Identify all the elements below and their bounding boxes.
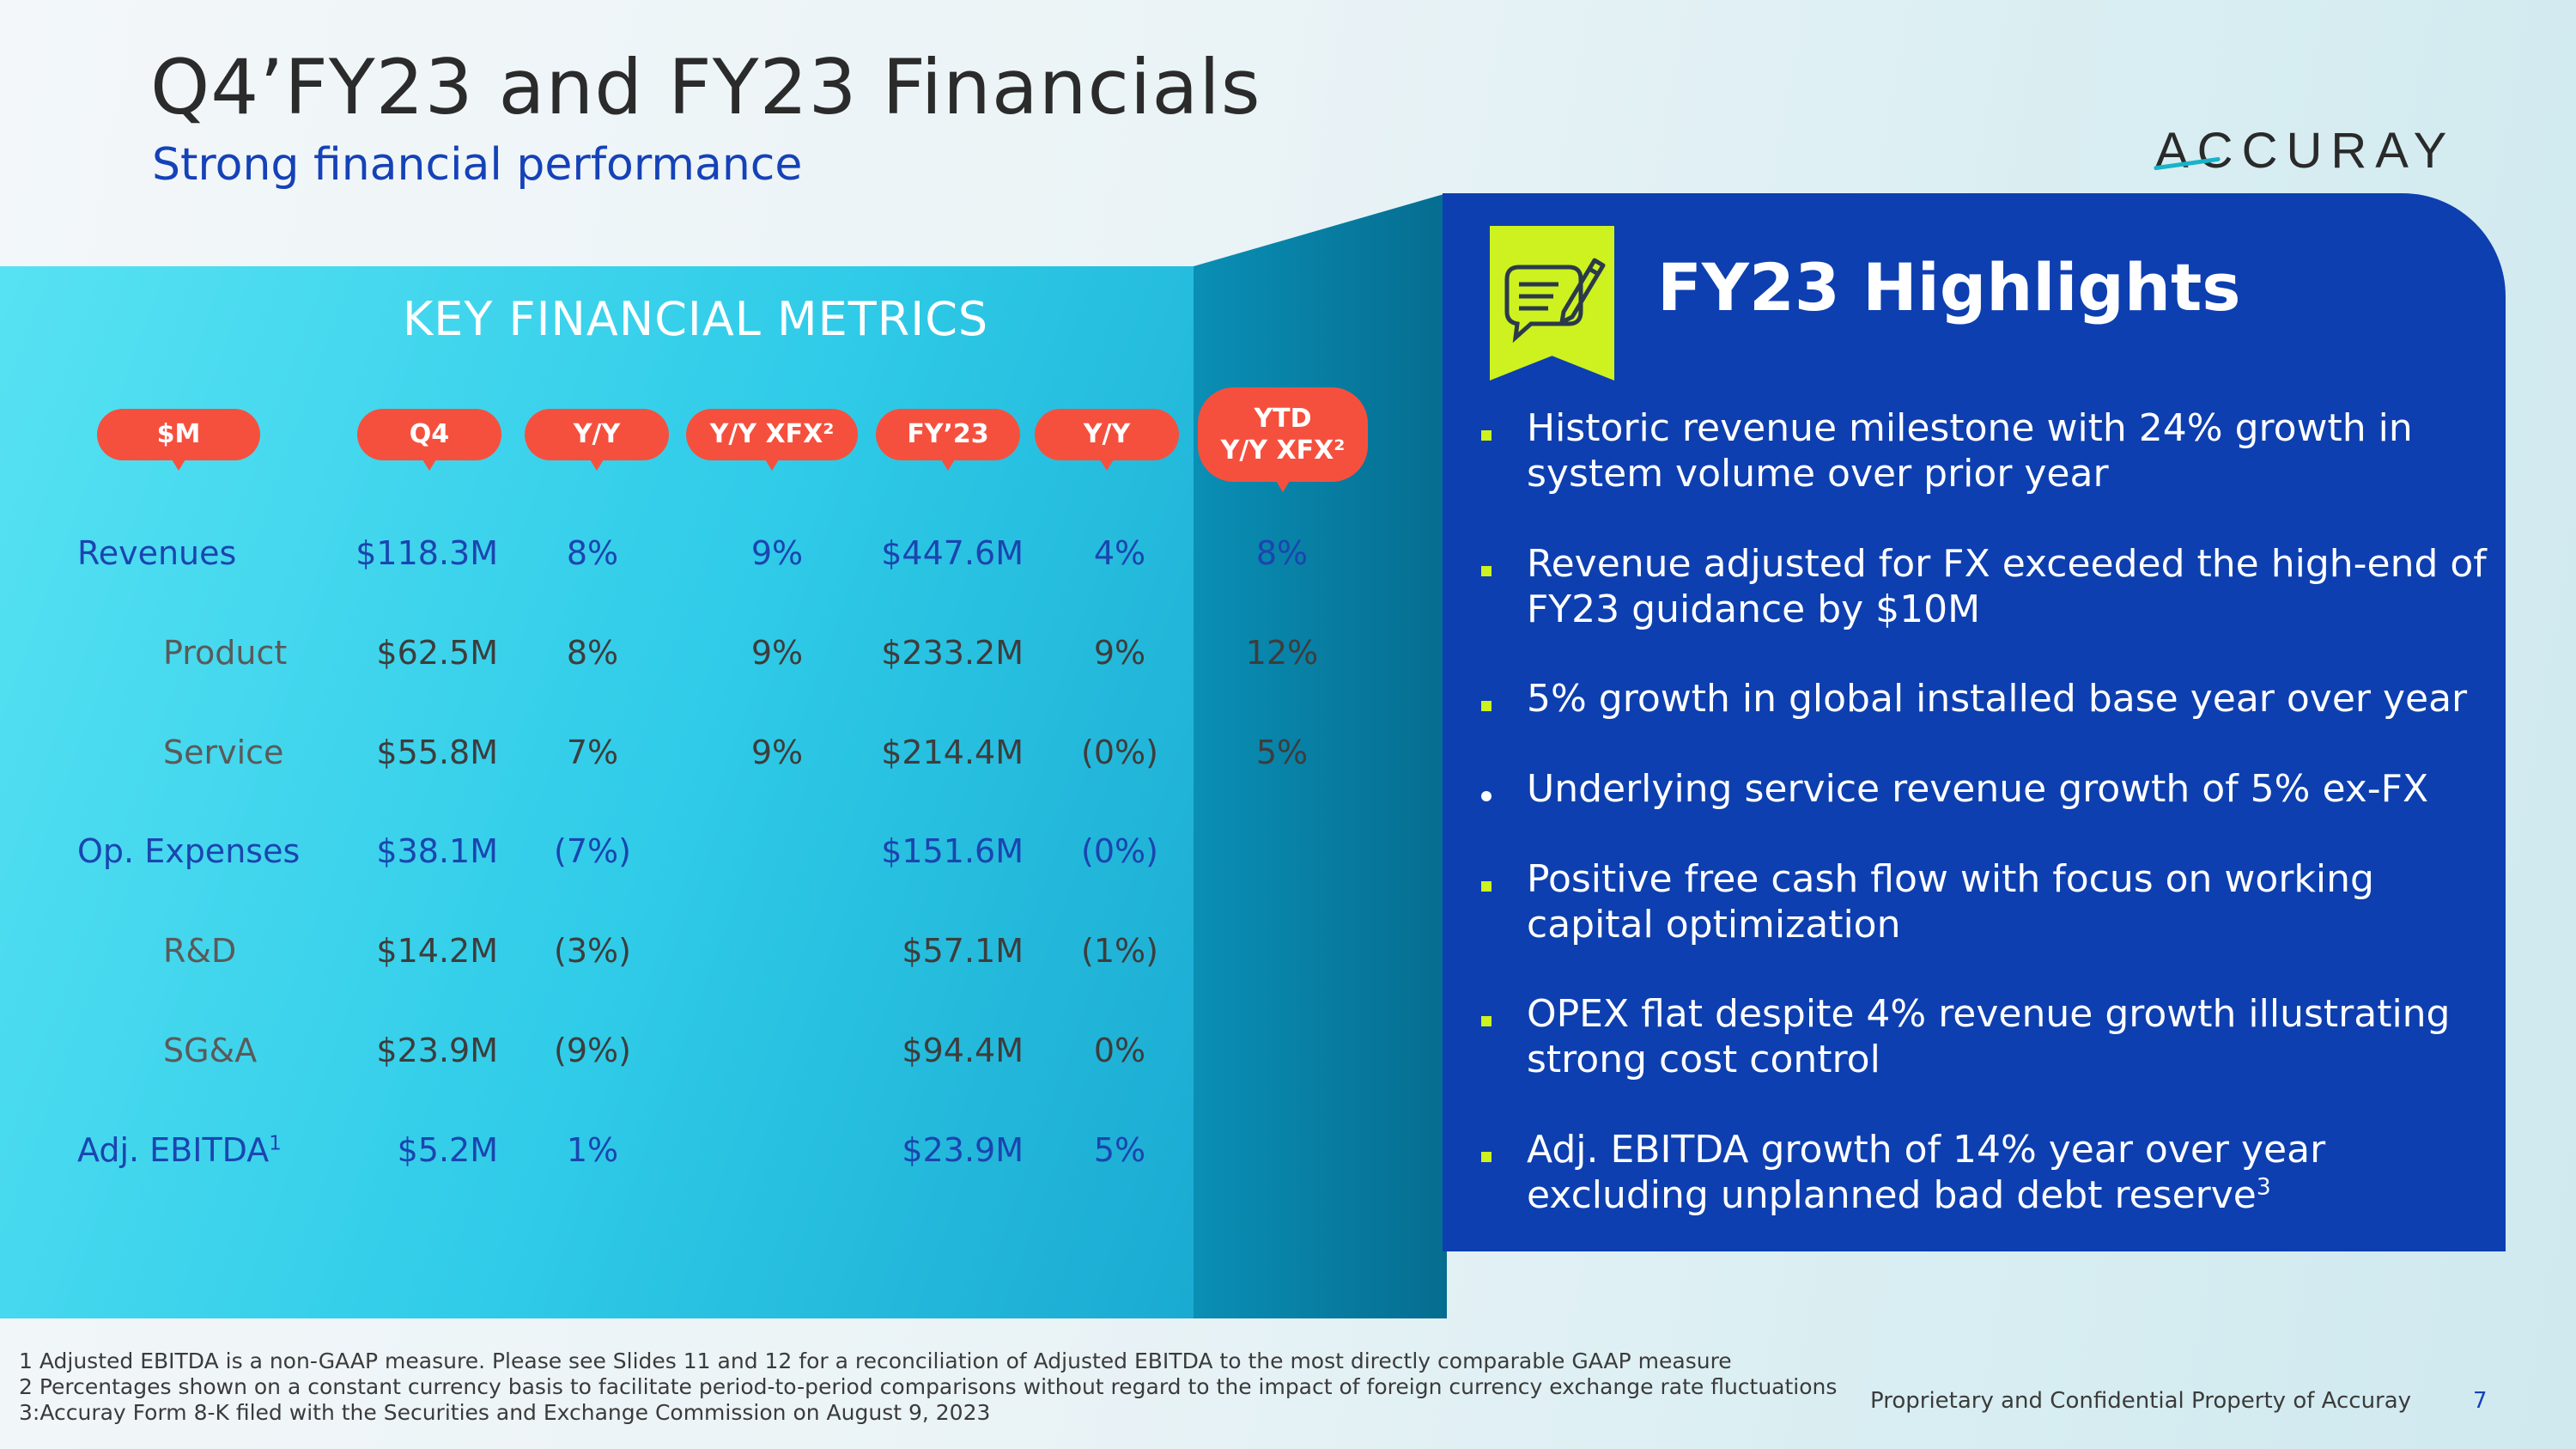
service-ytd: 5% — [1255, 734, 1309, 771]
service-fy23: $214.4M — [881, 734, 1024, 771]
panel-fold — [1194, 193, 1447, 1318]
rnd-yy: (3%) — [554, 932, 631, 970]
column-header-q4: Q4 — [357, 409, 501, 471]
accuray-logo: ACCURAY — [2155, 123, 2456, 179]
sga-fy23: $94.4M — [902, 1032, 1024, 1069]
highlight-text: Adj. EBITDA growth of 14% year over year… — [1527, 1128, 2326, 1217]
highlight-item: OPEX flat despite 4% revenue growth illu… — [1481, 991, 2490, 1082]
highlight-item: Underlying service revenue growth of 5% … — [1481, 766, 2490, 812]
row-label-adj-ebitda: Adj. EBITDA1 — [77, 1131, 282, 1169]
row-label-sga: SG&A — [163, 1032, 258, 1069]
sga-yy: (9%) — [554, 1032, 631, 1069]
column-header-yy: Y/Y — [525, 409, 669, 471]
product-fy-yy: 9% — [1093, 634, 1146, 672]
bullet-dot-icon — [1481, 791, 1492, 801]
product-fy23: $233.2M — [881, 634, 1024, 672]
rnd-fy23: $57.1M — [902, 932, 1024, 970]
column-header-ytd-yy-xfx: YTD Y/Y XFX² — [1198, 387, 1368, 492]
row-label-product: Product — [163, 634, 288, 672]
adj-ebitda-q4: $5.2M — [397, 1131, 498, 1169]
highlight-text-with-ref: Adj. EBITDA growth of 14% year over year… — [1527, 1127, 2490, 1218]
highlight-text: 5% growth in global installed base year … — [1527, 677, 2468, 721]
proprietary-notice: Proprietary and Confidential Property of… — [1870, 1388, 2412, 1414]
highlight-text: OPEX flat despite 4% revenue growth illu… — [1527, 992, 2451, 1081]
highlights-banner — [1490, 226, 1614, 381]
highlight-text: Historic revenue milestone with 24% grow… — [1527, 406, 2413, 496]
revenues-yy: 8% — [566, 534, 619, 572]
service-yy-xfx: 9% — [750, 734, 804, 771]
bullet-square-icon — [1481, 701, 1492, 711]
column-header-fy-yy: Y/Y — [1035, 409, 1179, 471]
metrics-title: KEY FINANCIAL METRICS — [402, 292, 989, 346]
bullet-square-icon — [1481, 881, 1492, 892]
row-label-revenues: Revenues — [77, 534, 237, 572]
footnote-2: 2 Percentages shown on a constant curren… — [19, 1374, 1838, 1399]
footnote-ref-1: 1 — [269, 1132, 282, 1155]
page-subtitle: Strong financial performance — [152, 139, 803, 191]
row-label-service: Service — [163, 734, 284, 771]
bullet-square-icon — [1481, 1016, 1492, 1026]
service-q4: $55.8M — [376, 734, 498, 771]
revenues-fy23: $447.6M — [881, 534, 1024, 572]
bullet-square-icon — [1481, 1152, 1492, 1162]
product-q4: $62.5M — [376, 634, 498, 672]
adj-ebitda-yy: 1% — [566, 1131, 619, 1169]
op-expenses-yy: (7%) — [554, 832, 631, 870]
adj-ebitda-fy-yy: 5% — [1093, 1131, 1146, 1169]
highlights-panel — [1443, 193, 2506, 1251]
highlight-text: Revenue adjusted for FX exceeded the hig… — [1527, 542, 2487, 631]
highlight-item: Revenue adjusted for FX exceeded the hig… — [1481, 541, 2490, 632]
highlight-item: Historic revenue milestone with 24% grow… — [1481, 405, 2490, 496]
footnote-1: 1 Adjusted EBITDA is a non-GAAP measure.… — [19, 1349, 1732, 1373]
service-fy-yy: (0%) — [1081, 734, 1158, 771]
adj-ebitda-label-text: Adj. EBITDA — [77, 1131, 270, 1169]
notepad-pencil-icon — [1504, 258, 1606, 344]
revenues-q4: $118.3M — [355, 534, 498, 572]
rnd-fy-yy: (1%) — [1081, 932, 1158, 970]
row-label-rnd: R&D — [163, 932, 237, 970]
highlight-text: Positive free cash flow with focus on wo… — [1527, 857, 2374, 947]
revenues-yy-xfx: 9% — [750, 534, 804, 572]
adj-ebitda-fy23: $23.9M — [902, 1131, 1024, 1169]
product-yy: 8% — [566, 634, 619, 672]
column-header-yy-xfx: Y/Y XFX² — [686, 409, 858, 471]
highlights-title: FY23 Highlights — [1657, 249, 2241, 326]
footnote-ref-3: 3 — [2256, 1173, 2271, 1201]
bullet-square-icon — [1481, 430, 1492, 441]
page-title: Q4’FY23 and FY23 Financials — [150, 43, 1261, 131]
highlight-item: Adj. EBITDA growth of 14% year over year… — [1481, 1127, 2490, 1218]
column-header-fy23: FY’23 — [876, 409, 1020, 471]
product-ytd: 12% — [1245, 634, 1319, 672]
op-expenses-fy23: $151.6M — [881, 832, 1024, 870]
column-header-unit: $M — [97, 409, 260, 471]
footnotes: 1 Adjusted EBITDA is a non-GAAP measure.… — [19, 1349, 1837, 1426]
highlight-item: Positive free cash flow with focus on wo… — [1481, 856, 2490, 947]
sga-fy-yy: 0% — [1093, 1032, 1146, 1069]
sga-q4: $23.9M — [376, 1032, 498, 1069]
highlight-text: Underlying service revenue growth of 5% … — [1527, 767, 2429, 811]
highlight-item: 5% growth in global installed base year … — [1481, 676, 2490, 721]
revenues-ytd: 8% — [1255, 534, 1309, 572]
page-number: 7 — [2473, 1388, 2488, 1414]
op-expenses-fy-yy: (0%) — [1081, 832, 1158, 870]
service-yy: 7% — [566, 734, 619, 771]
revenues-fy-yy: 4% — [1093, 534, 1146, 572]
row-label-op-expenses: Op. Expenses — [77, 832, 301, 870]
op-expenses-q4: $38.1M — [376, 832, 498, 870]
rnd-q4: $14.2M — [376, 932, 498, 970]
bullet-square-icon — [1481, 566, 1492, 576]
footnote-3: 3:Accuray Form 8-K filed with the Securi… — [19, 1400, 991, 1425]
product-yy-xfx: 9% — [750, 634, 804, 672]
